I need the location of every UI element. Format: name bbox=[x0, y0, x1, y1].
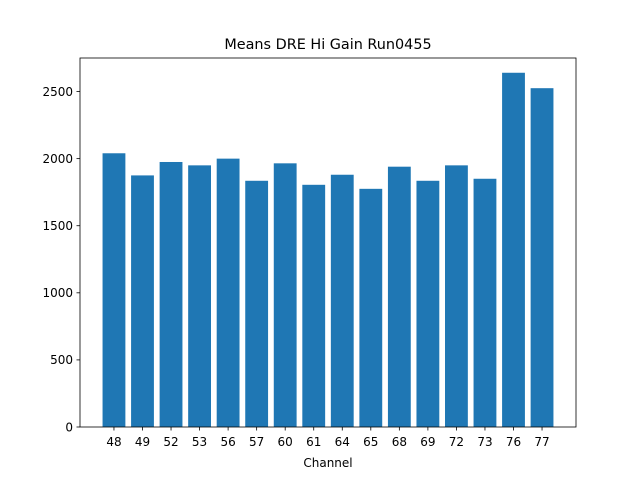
plot-frame bbox=[79, 57, 577, 428]
x-tick-label: 52 bbox=[163, 435, 178, 449]
bar-channel-53 bbox=[188, 165, 211, 427]
bar-channel-61 bbox=[302, 184, 326, 427]
x-tick-label: 64 bbox=[335, 435, 350, 449]
y-tick-label: 2000 bbox=[42, 152, 73, 166]
bar-channel-64 bbox=[330, 174, 354, 427]
y-tick-label: 0 bbox=[65, 420, 73, 434]
x-tick-label: 48 bbox=[106, 435, 121, 449]
x-tick-label: 56 bbox=[220, 435, 235, 449]
bar-channel-73 bbox=[473, 178, 497, 427]
x-tick-label: 69 bbox=[420, 435, 435, 449]
x-tick-label: 72 bbox=[449, 435, 464, 449]
x-tick-label: 77 bbox=[534, 435, 549, 449]
bars-group bbox=[102, 72, 554, 428]
chart-title: Means DRE Hi Gain Run0455 bbox=[224, 37, 431, 53]
bar-channel-57 bbox=[245, 180, 269, 427]
x-tick-label: 61 bbox=[306, 435, 321, 449]
y-tick-label: 500 bbox=[50, 353, 73, 367]
y-tick-label: 2500 bbox=[42, 85, 73, 99]
x-tick-label: 73 bbox=[477, 435, 492, 449]
y-axis: 0 500 1000 1500 2000 2500 bbox=[42, 85, 80, 434]
bar-channel-48 bbox=[102, 153, 126, 427]
x-axis: 48 49 52 53 56 57 60 61 64 65 68 69 72 73 76 77 bbox=[106, 427, 550, 449]
bar-channel-49 bbox=[131, 175, 154, 427]
x-tick-label: 60 bbox=[278, 435, 293, 449]
x-tick-label: 53 bbox=[192, 435, 207, 449]
y-tick-label: 1000 bbox=[42, 286, 73, 300]
bar-channel-69 bbox=[416, 180, 440, 427]
x-tick-label: 49 bbox=[135, 435, 150, 449]
y-tick-label: 1500 bbox=[42, 219, 73, 233]
bar-channel-72 bbox=[445, 165, 468, 427]
x-tick-label: 57 bbox=[249, 435, 264, 449]
bar-channel-60 bbox=[273, 163, 297, 427]
bar-channel-76 bbox=[502, 72, 525, 427]
bar-channel-56 bbox=[216, 158, 240, 427]
bar-channel-68 bbox=[387, 166, 411, 427]
x-tick-label: 76 bbox=[506, 435, 521, 449]
bar-channel-65 bbox=[359, 188, 383, 427]
x-axis-label: Channel bbox=[303, 456, 352, 470]
bar-channel-77 bbox=[530, 88, 554, 427]
x-tick-label: 68 bbox=[392, 435, 407, 449]
x-tick-label: 65 bbox=[363, 435, 378, 449]
bar-channel-52 bbox=[159, 161, 183, 428]
